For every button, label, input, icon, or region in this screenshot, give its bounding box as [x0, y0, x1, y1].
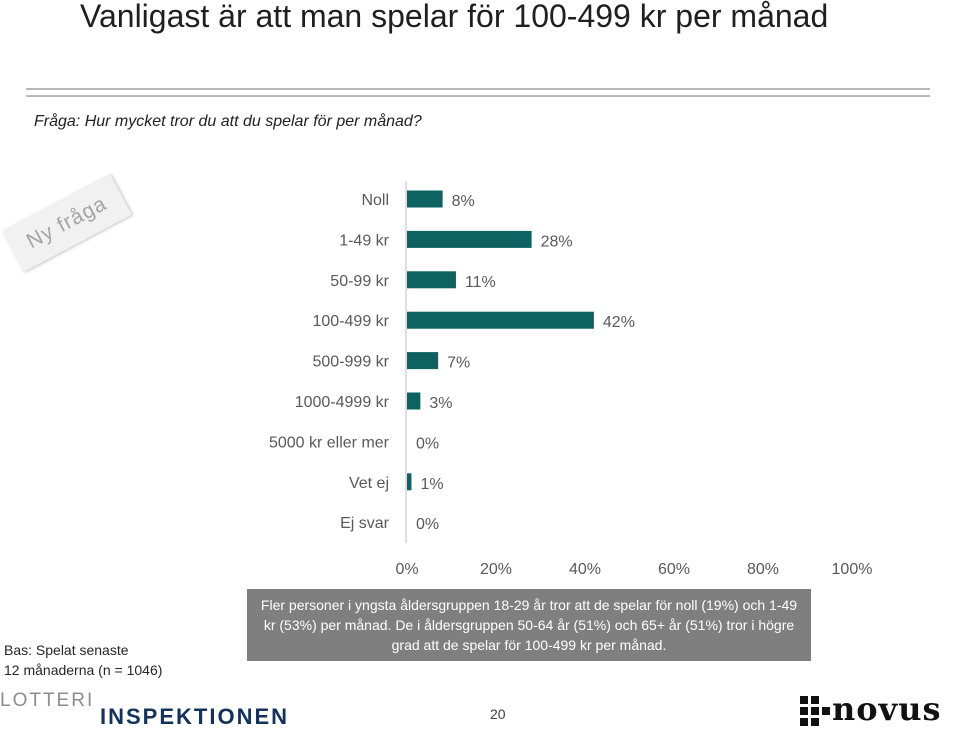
- data-label: 3%: [429, 395, 452, 412]
- data-label: 0%: [416, 516, 439, 533]
- data-label: 28%: [541, 233, 573, 250]
- category-label: 1-49 kr: [339, 232, 389, 249]
- data-label: 11%: [465, 274, 496, 291]
- novus-wordmark: novus: [832, 690, 942, 728]
- bar: [407, 473, 412, 491]
- title-divider-secondary: [26, 95, 930, 97]
- data-label: 1%: [420, 476, 443, 493]
- category-label: Noll: [361, 192, 389, 209]
- logo-lotteri-text: LOTTERI: [0, 690, 95, 711]
- bars-layer: Noll 8% 1-49 kr 28% 50-99 kr 11% 100-499 kr 42%…: [269, 190, 635, 533]
- x-tick-label: 100%: [832, 561, 873, 578]
- page-number: 20: [490, 706, 506, 722]
- x-tick-label: 20%: [480, 561, 512, 578]
- data-label: 0%: [416, 435, 439, 452]
- title-divider: [26, 88, 930, 90]
- bar: [407, 352, 439, 370]
- x-tick-label: 0%: [395, 561, 418, 578]
- logo-inspektionen-text: INSPEKTIONEN: [100, 704, 290, 729]
- base-description: Bas: Spelat senaste 12 månaderna (n = 10…: [4, 640, 162, 680]
- data-label: 8%: [452, 193, 475, 210]
- novus-logo: novus: [800, 690, 960, 728]
- bar: [407, 271, 456, 289]
- novus-mark-icon: [800, 696, 830, 726]
- base-line-1: Bas: Spelat senaste: [4, 642, 129, 658]
- insight-note: Fler personer i yngsta åldersgruppen 18-…: [247, 589, 811, 661]
- category-label: Ej svar: [340, 515, 390, 532]
- page-title: Vanligast är att man spelar för 100-499 …: [80, 0, 829, 34]
- data-label: 7%: [447, 355, 470, 372]
- category-label: 500-999 kr: [313, 354, 390, 371]
- category-label: 1000-4999 kr: [295, 394, 390, 411]
- data-label: 42%: [603, 314, 635, 331]
- bar: [407, 392, 421, 410]
- category-label: Vet ej: [349, 475, 389, 492]
- bar-chart: Noll 8% 1-49 kr 28% 50-99 kr 11% 100-499 kr 42%…: [269, 181, 873, 578]
- survey-question: Fråga: Hur mycket tror du att du spelar …: [34, 113, 422, 130]
- x-tick-label: 40%: [569, 561, 601, 578]
- bar: [407, 230, 532, 248]
- lotteriinspektionen-logo: LOTTERI INSPEKTIONEN: [0, 690, 300, 729]
- category-label: 5000 kr eller mer: [269, 434, 390, 451]
- category-label: 50-99 kr: [330, 273, 389, 290]
- category-label: 100-499 kr: [313, 313, 390, 330]
- x-tick-label: 80%: [747, 561, 779, 578]
- bar: [407, 190, 443, 208]
- base-line-2: 12 månaderna (n = 1046): [4, 662, 163, 678]
- x-tick-label: 60%: [658, 561, 690, 578]
- bar: [407, 311, 594, 329]
